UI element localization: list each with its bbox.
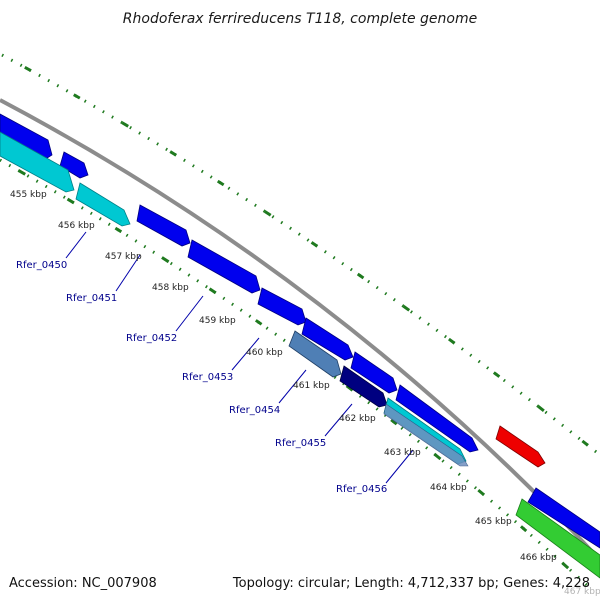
kbp-label: 462 kbp bbox=[339, 414, 376, 424]
gene-label-rfer-0456[interactable]: Rfer_0456 bbox=[336, 484, 387, 495]
gene-arrow-fwd-2[interactable] bbox=[59, 151, 89, 179]
other-genes bbox=[0, 131, 600, 579]
leader-line-rfer-0453 bbox=[231, 337, 260, 371]
gene-label-rfer-0451[interactable]: Rfer_0451 bbox=[66, 293, 117, 304]
gene-arrow-fwd-5[interactable] bbox=[257, 287, 307, 326]
genome-backbone bbox=[0, 98, 600, 562]
gene-label-rfer-0454[interactable]: Rfer_0454 bbox=[229, 405, 280, 416]
leader-line-rfer-0450 bbox=[65, 231, 87, 259]
gene-arrow-navy[interactable] bbox=[339, 365, 388, 408]
gene-label-rfer-0450[interactable]: Rfer_0450 bbox=[16, 260, 67, 271]
gene-arrow-fwd-1[interactable] bbox=[0, 113, 53, 161]
kbp-label: 464 kbp bbox=[430, 483, 467, 493]
gene-arrow-green[interactable] bbox=[515, 498, 600, 579]
kbp-label: 458 kbp bbox=[152, 283, 189, 293]
kbp-label: 460 kbp bbox=[246, 348, 283, 358]
kbp-label: 467 kbp bbox=[564, 587, 600, 597]
kbp-label: 455 kbp bbox=[10, 190, 47, 200]
kbp-labels: 455 kbp 456 kbp 457 kbp 458 kbp 459 kbp … bbox=[10, 190, 600, 597]
gene-arrow-steel[interactable] bbox=[288, 330, 342, 378]
gene-label-rfer-0453[interactable]: Rfer_0453 bbox=[182, 372, 233, 383]
leader-line-rfer-0452 bbox=[175, 295, 204, 332]
kbp-label: 461 kbp bbox=[293, 381, 330, 391]
gene-label-rfer-0455[interactable]: Rfer_0455 bbox=[275, 438, 326, 449]
gene-arrow-fwd-8[interactable] bbox=[395, 384, 479, 453]
kbp-label: 456 kbp bbox=[58, 221, 95, 231]
leader-line-rfer-0456 bbox=[385, 449, 414, 484]
gene-leader-lines bbox=[65, 231, 414, 484]
leader-line-rfer-0455 bbox=[324, 403, 353, 437]
gene-arrow-cyan-1[interactable] bbox=[0, 131, 75, 193]
forward-genes bbox=[0, 113, 600, 549]
genome-summary: Topology: circular; Length: 4,712,337 bp… bbox=[232, 576, 590, 591]
gene-arrow-red[interactable] bbox=[495, 425, 546, 468]
kbp-label: 466 kbp bbox=[520, 553, 557, 563]
kbp-label: 463 kbp bbox=[384, 448, 421, 458]
kbp-label: 465 kbp bbox=[475, 517, 512, 527]
gene-arrow-fwd-9[interactable] bbox=[527, 487, 600, 549]
kbp-label: 459 kbp bbox=[199, 316, 236, 326]
outer-tick-ring bbox=[1, 53, 600, 457]
leader-line-rfer-0451 bbox=[115, 254, 141, 292]
leader-line-rfer-0454 bbox=[278, 369, 307, 404]
map-title: Rhodoferax ferrireducens T118, complete … bbox=[123, 11, 477, 27]
outer-tick-major bbox=[1, 53, 600, 457]
accession-label: Accession: NC_007908 bbox=[9, 576, 157, 591]
kbp-label: 457 kbp bbox=[105, 252, 142, 262]
gene-arrow-fwd-3[interactable] bbox=[136, 204, 191, 247]
gene-arrow-steel-2[interactable] bbox=[383, 403, 469, 467]
gene-label-rfer-0452[interactable]: Rfer_0452 bbox=[126, 333, 177, 344]
gene-name-labels: Rfer_0450 Rfer_0451 Rfer_0452 Rfer_0453 … bbox=[16, 260, 387, 495]
outer-tick-minor bbox=[1, 53, 600, 457]
gene-arrow-cyan-2[interactable] bbox=[75, 182, 131, 227]
gene-arrow-fwd-6[interactable] bbox=[301, 317, 354, 361]
gene-arrow-fwd-7[interactable] bbox=[350, 351, 398, 394]
gene-arrow-fwd-4[interactable] bbox=[187, 239, 261, 294]
